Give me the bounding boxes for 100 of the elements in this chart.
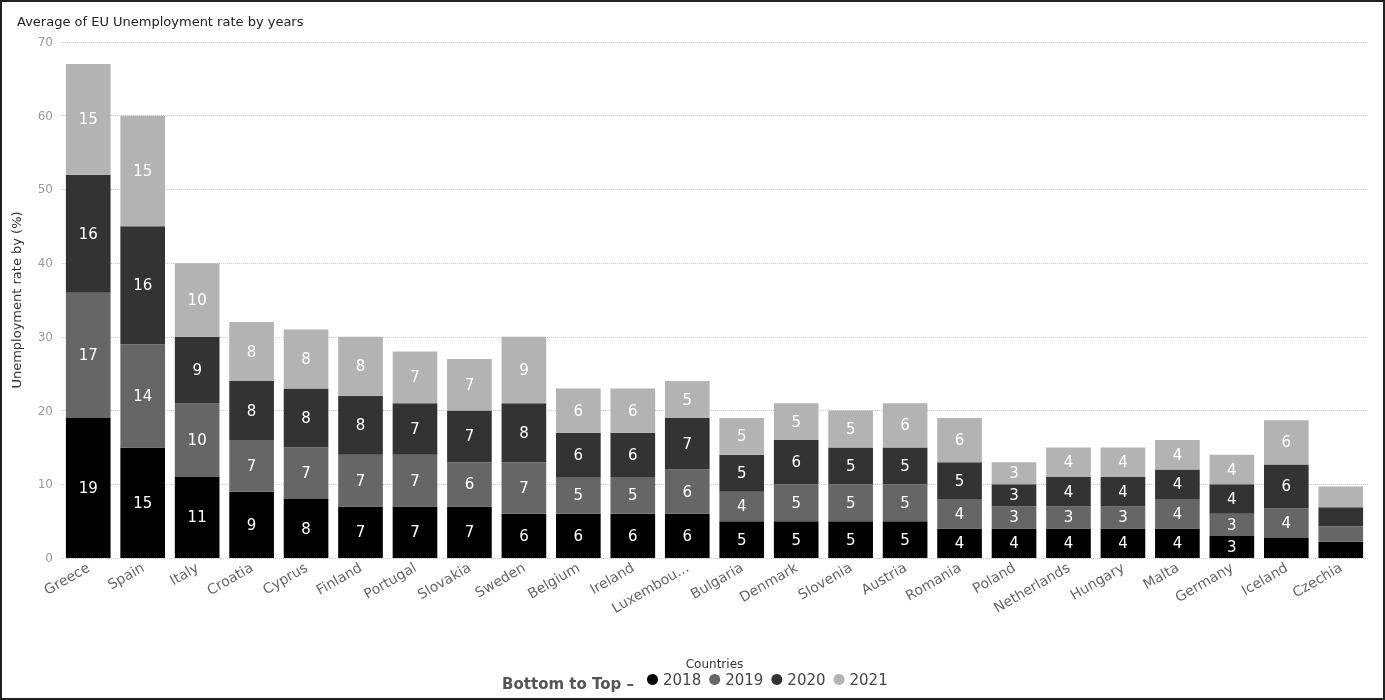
- data-label: 8: [355, 416, 366, 435]
- data-label: 11: [187, 508, 207, 527]
- bar: [501, 336, 547, 404]
- bar: [937, 499, 982, 529]
- bar: [174, 336, 220, 404]
- data-label: 16: [133, 276, 153, 295]
- data-label: 3: [1009, 508, 1019, 527]
- bar: [1100, 476, 1146, 507]
- bar: [447, 506, 492, 558]
- data-label: 6: [464, 475, 475, 494]
- data-label: 5: [845, 493, 856, 512]
- data-label: 6: [628, 526, 638, 545]
- data-label: 7: [410, 368, 420, 387]
- bar: [392, 351, 438, 404]
- y-tick-label: 10: [37, 477, 53, 492]
- bar: [1100, 528, 1146, 558]
- x-tick-label: Italy: [166, 559, 202, 589]
- bar: [392, 403, 438, 455]
- data-label: 7: [464, 523, 475, 542]
- bar: [610, 476, 656, 514]
- bar: [392, 454, 438, 507]
- bar: [1046, 447, 1091, 477]
- data-label: 3: [1009, 464, 1019, 483]
- bar: [1046, 476, 1091, 507]
- bar: [338, 336, 383, 396]
- data-label: 3: [1227, 537, 1237, 556]
- bar: [447, 462, 492, 507]
- data-label: 6: [1281, 477, 1292, 496]
- data-label: 5: [900, 456, 910, 475]
- bar: [1155, 440, 1200, 470]
- data-label: 4: [1227, 460, 1237, 479]
- bar: [719, 454, 765, 492]
- data-label: 7: [410, 523, 420, 542]
- bar: [1100, 447, 1146, 477]
- bar: [882, 447, 928, 485]
- bar: [556, 513, 601, 558]
- data-label: 5: [900, 530, 910, 549]
- data-label: 10: [187, 291, 207, 309]
- data-label: 3: [1118, 508, 1128, 527]
- bar: [501, 513, 547, 558]
- bar: [937, 528, 982, 558]
- bar: [1263, 538, 1309, 558]
- data-label: 5: [954, 471, 965, 490]
- bar: [229, 440, 274, 492]
- bar: [882, 403, 928, 448]
- bar: [773, 403, 819, 441]
- data-label: 9: [246, 515, 257, 534]
- data-label: 5: [900, 493, 910, 512]
- bar: [991, 528, 1037, 558]
- data-label: 4: [736, 497, 747, 516]
- bar: [1263, 508, 1309, 539]
- bar: [447, 410, 492, 463]
- data-label: 4: [1227, 490, 1237, 509]
- data-label: 4: [1172, 504, 1183, 523]
- bar: [229, 322, 274, 382]
- data-label: 7: [246, 456, 257, 475]
- bar: [556, 432, 601, 477]
- legend-title: Bottom to Top –: [502, 674, 635, 693]
- bar: [174, 263, 220, 337]
- data-label: 3: [1063, 508, 1074, 527]
- data-label: 9: [519, 361, 529, 380]
- bar: [610, 513, 656, 558]
- bar: [338, 395, 383, 455]
- bar: [1318, 507, 1364, 527]
- bar: [120, 226, 166, 345]
- bar: [65, 417, 111, 558]
- bar: [65, 292, 111, 418]
- bar: [1046, 528, 1091, 558]
- bar: [174, 403, 220, 477]
- bar: [501, 403, 547, 463]
- bar: [773, 484, 819, 522]
- data-label: 8: [246, 342, 257, 361]
- data-label: 6: [519, 526, 529, 545]
- data-label: 4: [1063, 453, 1074, 472]
- data-label: 6: [573, 445, 584, 464]
- bar: [556, 476, 601, 514]
- data-label: 5: [682, 390, 693, 409]
- data-label: 9: [192, 361, 202, 380]
- bar: [828, 521, 873, 558]
- bar: [1209, 454, 1255, 485]
- data-label: 5: [791, 530, 801, 549]
- data-label: 6: [628, 401, 638, 420]
- bar: [283, 329, 329, 389]
- data-label: 7: [464, 427, 475, 446]
- bar: [882, 521, 928, 558]
- data-label: 5: [791, 412, 801, 431]
- y-axis-title: Unemployment rate by (%): [9, 211, 24, 389]
- bar: [65, 64, 111, 175]
- bar: [229, 381, 274, 441]
- data-label: 7: [355, 523, 366, 542]
- bar: [283, 388, 329, 448]
- bar: [174, 476, 220, 558]
- data-label: 7: [410, 471, 420, 490]
- data-label: 5: [736, 530, 747, 549]
- data-label: 5: [845, 530, 856, 549]
- bar: [120, 115, 166, 227]
- data-label: 7: [410, 420, 420, 438]
- data-label: 8: [246, 401, 257, 420]
- y-tick-label: 50: [37, 182, 53, 197]
- data-label: 15: [133, 493, 153, 512]
